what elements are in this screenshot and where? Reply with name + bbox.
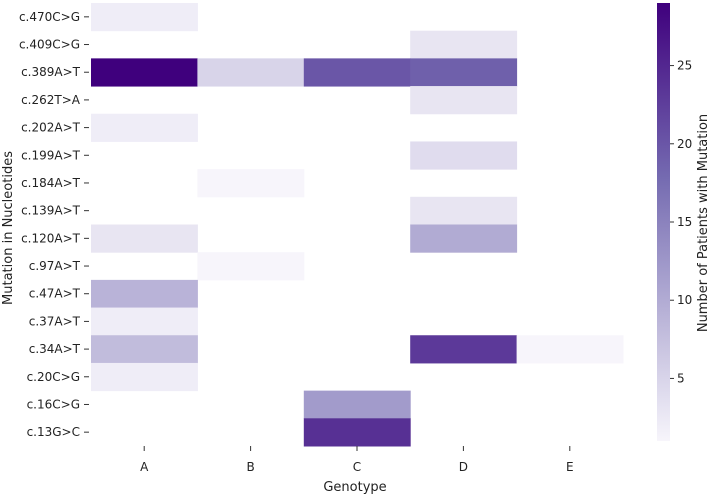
y-tick-label: c.199A>T xyxy=(21,148,81,162)
x-tick-label: E xyxy=(566,460,574,474)
x-tick-label: C xyxy=(353,460,361,474)
y-axis-ticks: c.470C>G c.409C>G c.389A>T c.262T>A c.202A>T… xyxy=(19,10,89,439)
heatmap-cell xyxy=(410,86,518,115)
heatmap-cell xyxy=(91,113,198,142)
x-axis-title: Genotype xyxy=(323,480,386,495)
heatmap-cell xyxy=(410,196,518,225)
y-tick-label: c.120A>T xyxy=(21,231,81,245)
heatmap-cell xyxy=(410,141,518,170)
colorbar-tick-label: 25 xyxy=(677,59,692,73)
y-tick-label: c.37A>T xyxy=(29,314,81,328)
heatmap-cell xyxy=(197,252,305,281)
x-tick-label: A xyxy=(140,460,149,474)
colorbar-tick-label: 10 xyxy=(677,293,692,307)
y-axis-title: Mutation in Nucleotides xyxy=(1,151,16,305)
heatmap-cell xyxy=(516,335,624,364)
colorbar-ticks: 5 10 15 20 25 xyxy=(670,59,692,385)
y-tick-label: c.97A>T xyxy=(29,259,81,273)
heatmap-cell xyxy=(303,418,411,447)
heatmap-cell xyxy=(303,58,411,87)
y-tick-label: c.262T>A xyxy=(21,93,81,107)
y-tick-label: c.389A>T xyxy=(21,65,81,79)
y-tick-label: c.16C>G xyxy=(27,397,80,411)
heatmap-cell xyxy=(91,224,198,253)
y-tick-label: c.47A>T xyxy=(29,287,81,301)
x-tick-label: B xyxy=(246,460,254,474)
heatmap-cell xyxy=(91,307,198,336)
heatmap-cell xyxy=(410,224,518,253)
colorbar-tick-label: 20 xyxy=(677,137,692,151)
y-tick-label: c.184A>T xyxy=(21,176,81,190)
colorbar-tick-label: 15 xyxy=(677,215,692,229)
heatmap-cell xyxy=(91,335,198,364)
y-tick-label: c.20C>G xyxy=(27,370,80,384)
y-tick-label: c.202A>T xyxy=(21,121,81,135)
heatmap-cell xyxy=(197,58,305,87)
colorbar xyxy=(657,3,670,441)
heatmap-cells xyxy=(91,3,624,447)
heatmap-cell xyxy=(410,58,518,87)
heatmap-cell xyxy=(91,362,198,392)
heatmap-cell xyxy=(197,169,305,198)
y-tick-label: c.409C>G xyxy=(19,38,80,52)
heatmap-cell xyxy=(91,3,198,32)
heatmap-cell xyxy=(410,30,518,59)
heatmap-cell xyxy=(91,279,198,309)
y-tick-label: c.13G>C xyxy=(27,425,80,439)
y-tick-label: c.470C>G xyxy=(19,10,80,24)
y-tick-label: c.139A>T xyxy=(21,204,81,218)
colorbar-title: Number of Patients with Mutation xyxy=(696,114,711,332)
heatmap-cell xyxy=(303,390,411,419)
y-tick-label: c.34A>T xyxy=(29,342,81,356)
colorbar-tick-label: 5 xyxy=(677,371,685,385)
x-axis-ticks: A B C D E xyxy=(140,446,574,474)
heatmap-cell xyxy=(91,58,198,87)
x-tick-label: D xyxy=(459,460,468,474)
heatmap-cell xyxy=(410,335,518,364)
